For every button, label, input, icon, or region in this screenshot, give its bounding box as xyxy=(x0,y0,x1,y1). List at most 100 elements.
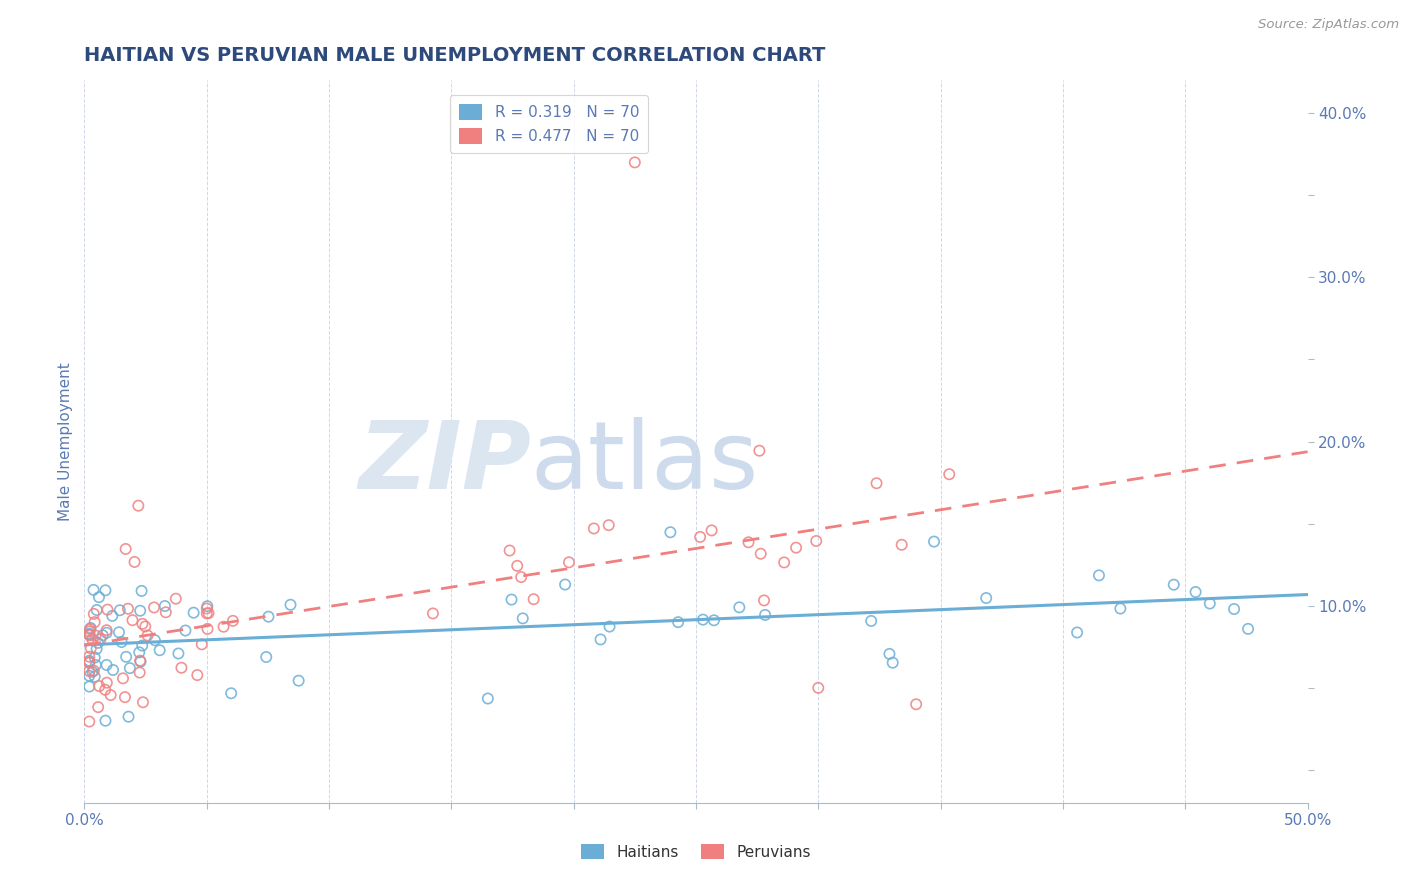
Point xyxy=(77,627,100,641)
Point xyxy=(96,624,118,638)
Point xyxy=(77,669,100,683)
Point xyxy=(1109,601,1132,615)
Point xyxy=(127,499,149,513)
Point xyxy=(589,632,612,647)
Point xyxy=(1163,577,1185,591)
Point xyxy=(129,655,152,669)
Point xyxy=(111,671,134,685)
Point xyxy=(94,714,117,728)
Point xyxy=(890,538,912,552)
Point xyxy=(132,695,155,709)
Point xyxy=(554,577,576,591)
Point xyxy=(754,607,776,622)
Point xyxy=(86,603,108,617)
Point xyxy=(96,625,118,640)
Point xyxy=(752,593,775,607)
Point xyxy=(254,650,277,665)
Point xyxy=(96,657,118,672)
Legend: Haitians, Peruvians: Haitians, Peruvians xyxy=(574,837,818,867)
Point xyxy=(115,649,138,664)
Point xyxy=(498,543,520,558)
Point xyxy=(100,688,122,702)
Point xyxy=(860,614,883,628)
Point xyxy=(280,598,302,612)
Point xyxy=(101,608,124,623)
Point xyxy=(1184,585,1206,599)
Point xyxy=(974,591,997,605)
Point xyxy=(190,637,212,651)
Point xyxy=(114,690,136,705)
Point xyxy=(905,698,928,712)
Point xyxy=(287,673,309,688)
Point xyxy=(96,675,118,690)
Point xyxy=(91,628,114,642)
Point xyxy=(807,681,830,695)
Point xyxy=(598,518,620,533)
Point xyxy=(96,602,118,616)
Point xyxy=(80,641,103,656)
Point xyxy=(128,645,150,659)
Point xyxy=(79,621,101,635)
Point xyxy=(477,691,499,706)
Point xyxy=(865,476,887,491)
Point xyxy=(86,641,108,656)
Y-axis label: Male Unemployment: Male Unemployment xyxy=(58,362,73,521)
Point xyxy=(87,590,110,604)
Text: atlas: atlas xyxy=(531,417,759,509)
Point xyxy=(773,556,796,570)
Point xyxy=(1088,568,1111,582)
Point xyxy=(77,626,100,640)
Point xyxy=(689,530,711,544)
Point xyxy=(79,628,101,642)
Point xyxy=(77,714,100,729)
Point xyxy=(195,601,218,615)
Point xyxy=(599,619,621,633)
Point xyxy=(129,654,152,668)
Point xyxy=(922,534,945,549)
Point xyxy=(131,583,153,598)
Point xyxy=(77,656,100,670)
Point xyxy=(89,679,111,693)
Point xyxy=(624,155,647,169)
Point xyxy=(82,632,104,647)
Point xyxy=(582,521,605,535)
Point xyxy=(938,467,960,482)
Point xyxy=(558,555,581,569)
Point xyxy=(728,600,751,615)
Point xyxy=(134,619,156,633)
Point xyxy=(143,600,166,615)
Point xyxy=(121,613,143,627)
Point xyxy=(186,668,208,682)
Point xyxy=(83,582,105,597)
Point xyxy=(84,628,107,642)
Point xyxy=(94,682,117,697)
Point xyxy=(806,534,828,549)
Point xyxy=(108,603,131,617)
Point xyxy=(219,686,242,700)
Point xyxy=(195,607,218,621)
Point xyxy=(510,570,533,584)
Point xyxy=(212,620,235,634)
Point xyxy=(748,443,770,458)
Point xyxy=(129,604,152,618)
Point xyxy=(1223,602,1246,616)
Point xyxy=(170,661,193,675)
Point xyxy=(174,624,197,638)
Point xyxy=(117,709,139,723)
Point xyxy=(131,639,153,653)
Point xyxy=(87,636,110,650)
Point xyxy=(882,656,904,670)
Point xyxy=(143,633,166,648)
Point xyxy=(167,647,190,661)
Point xyxy=(77,655,100,669)
Point xyxy=(87,700,110,714)
Point xyxy=(83,650,105,665)
Point xyxy=(165,591,187,606)
Point xyxy=(195,599,218,614)
Point xyxy=(77,680,100,694)
Point xyxy=(117,601,139,615)
Point xyxy=(128,665,150,680)
Point xyxy=(737,535,759,549)
Point xyxy=(692,613,714,627)
Point xyxy=(700,524,723,538)
